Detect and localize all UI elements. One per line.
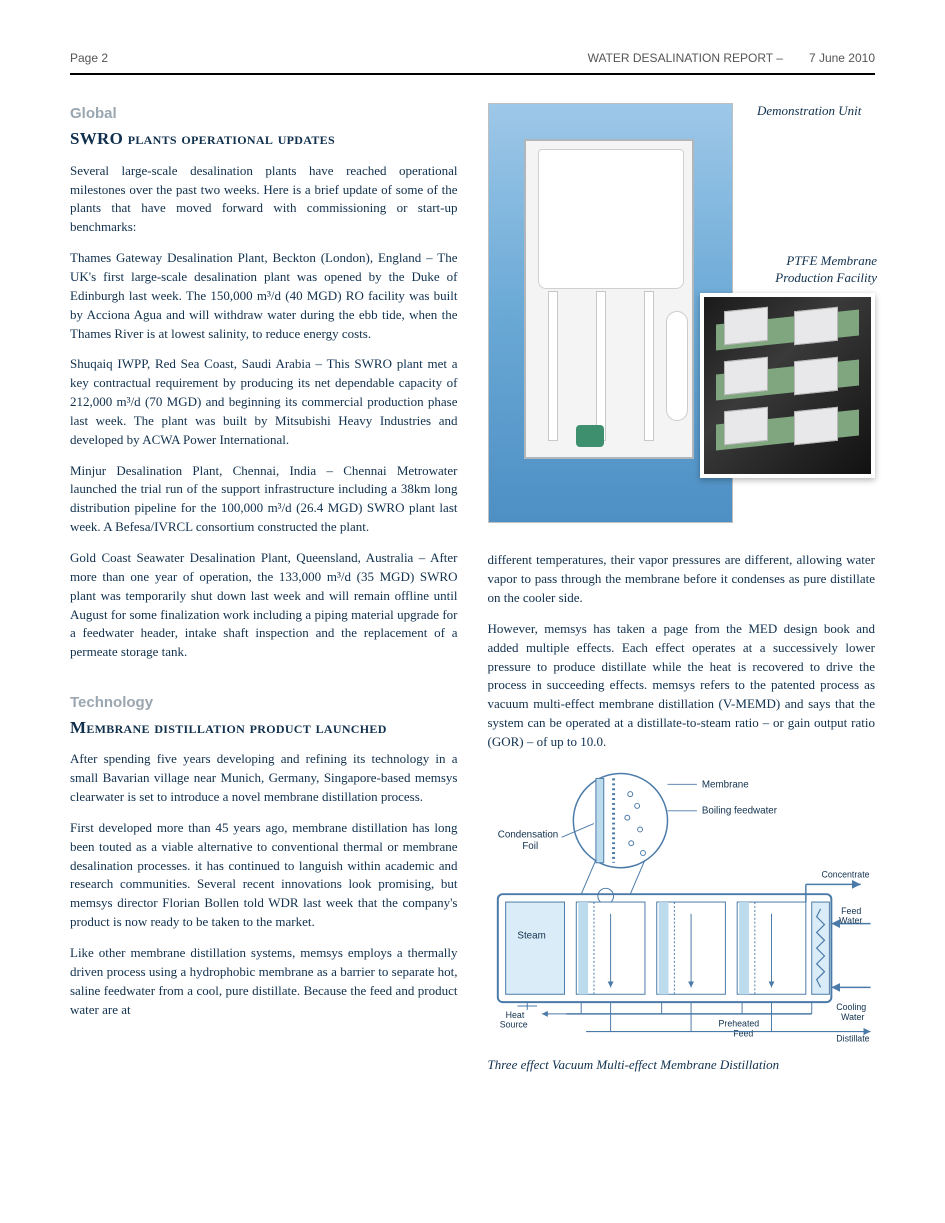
article1-thames: Thames Gateway Desalination Plant, Beckt… <box>70 249 458 343</box>
diagram-label-feed2: Water <box>839 915 862 925</box>
diagram-label-preheat1: Preheated <box>718 1018 759 1028</box>
diagram-label-cool2: Water <box>841 1012 864 1022</box>
diagram-condenser <box>811 902 829 994</box>
demo-unit-pipe <box>548 291 558 441</box>
diagram-label-heat2: Source <box>499 1019 527 1029</box>
page-header: Page 2 WATER DESALINATION REPORT – 7 Jun… <box>70 50 875 75</box>
figure-demo-unit: Demonstration Unit PTFE Membrane Product… <box>488 103 876 533</box>
diagram-caption: Three effect Vacuum Multi-effect Membran… <box>488 1056 876 1075</box>
vmemd-diagram-svg: Membrane Boiling feedwater Condensation … <box>488 764 876 1044</box>
issue-date: 7 June 2010 <box>809 50 875 67</box>
article2-p3: Like other membrane distillation systems… <box>70 944 458 1019</box>
headline-swro: SWRO plants operational updates <box>70 127 458 152</box>
article1-shuqaiq: Shuqaiq IWPP, Red Sea Coast, Saudi Arabi… <box>70 355 458 449</box>
article1-intro: Several large-scale desalination plants … <box>70 162 458 237</box>
membrane-sheet <box>794 357 838 396</box>
membrane-sheet <box>794 307 838 346</box>
right-body-p2: However, memsys has taken a page from th… <box>488 620 876 752</box>
demo-unit-filter <box>666 311 688 421</box>
page-number: Page 2 <box>70 50 108 67</box>
demo-unit-pipe <box>644 291 654 441</box>
membrane-sheet <box>724 307 768 346</box>
diagram-label-distillate: Distillate <box>836 1033 869 1043</box>
left-column: Global SWRO plants operational updates S… <box>70 103 458 1092</box>
diagram-label-membrane: Membrane <box>701 779 748 790</box>
diagram-effect-2 <box>656 902 725 994</box>
section-label-global: Global <box>70 103 458 125</box>
article1-goldcoast: Gold Coast Seawater Desalination Plant, … <box>70 549 458 662</box>
section-label-technology: Technology <box>70 692 458 714</box>
right-body-p1: different temperatures, their vapor pres… <box>488 551 876 608</box>
headline-membrane: Membrane distillation product launched <box>70 716 458 741</box>
membrane-sheet <box>724 407 768 446</box>
diagram-label-heat1: Heat <box>505 1010 524 1020</box>
publication-title: WATER DESALINATION REPORT – <box>588 50 783 67</box>
zoom-foil <box>595 778 603 862</box>
diagram-label-steam: Steam <box>517 930 545 941</box>
demo-unit-tank <box>538 149 684 289</box>
diagram-label-cool1: Cooling <box>836 1002 866 1012</box>
demo-unit-frame <box>524 139 694 459</box>
right-column: Demonstration Unit PTFE Membrane Product… <box>488 103 876 1092</box>
membrane-sheet <box>724 357 768 396</box>
membrane-sheet <box>794 407 838 446</box>
header-right: WATER DESALINATION REPORT – 7 June 2010 <box>588 50 875 67</box>
article1-minjur: Minjur Desalination Plant, Chennai, Indi… <box>70 462 458 537</box>
diagram-label-preheat2: Feed <box>733 1028 753 1038</box>
demo-unit-pipe <box>596 291 606 441</box>
article2-p1: After spending five years developing and… <box>70 750 458 807</box>
diagram-heat-stage <box>505 902 564 994</box>
demo-unit-pump <box>576 425 604 447</box>
zoom-circle <box>573 773 667 867</box>
diagram-label-boiling: Boiling feedwater <box>701 806 777 817</box>
diagram-label-foil1: Condensation <box>497 829 557 840</box>
diagram-label-feed1: Feed <box>841 906 861 916</box>
figure-label-ptfe: PTFE Membrane Production Facility <box>747 253 877 286</box>
ptfe-membrane-photo <box>700 293 875 478</box>
diagram-effect-3 <box>737 902 806 994</box>
diagram-effect-1 <box>576 902 645 994</box>
main-columns: Global SWRO plants operational updates S… <box>70 103 875 1092</box>
figure-label-demo: Demonstration Unit <box>757 103 877 119</box>
figure-vmemd-diagram: Membrane Boiling feedwater Condensation … <box>488 764 876 1075</box>
demo-unit-photo <box>488 103 733 523</box>
diagram-label-concentrate: Concentrate <box>821 869 869 879</box>
article2-p2: First developed more than 45 years ago, … <box>70 819 458 932</box>
diagram-label-foil2: Foil <box>522 841 538 852</box>
